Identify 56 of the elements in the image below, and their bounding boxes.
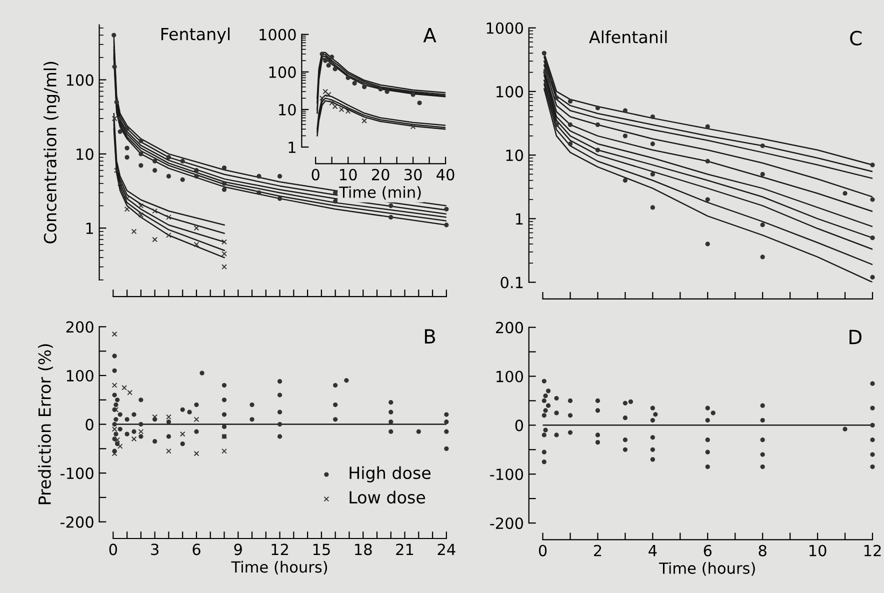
y-tick-label: 100 — [496, 86, 524, 98]
y-tick-label: 1 — [516, 213, 523, 224]
x-axis-title: Time (hours) — [659, 562, 755, 576]
x-tick-label: 18 — [355, 544, 372, 556]
x-tick-label: 6 — [704, 544, 712, 556]
annotation: D — [850, 330, 862, 344]
x-tick-label: 21 — [396, 544, 414, 555]
x-tick-label: 3 — [151, 544, 158, 556]
x-tick-label: 20 — [372, 168, 390, 180]
x-tick-label: 2 — [594, 544, 602, 556]
y-tick-label: 1 — [288, 142, 296, 153]
x-tick-label: 6 — [192, 544, 200, 556]
x-tick-label: 4 — [648, 545, 657, 556]
x-tick-label: 0 — [109, 544, 117, 556]
x-tick-label: 40 — [436, 168, 454, 180]
chart-title: Fentanyl — [161, 27, 230, 44]
y-tick-label: 1000 — [486, 22, 524, 34]
y-tick-label: 1000 — [260, 28, 296, 40]
y-tick-label: 0 — [86, 418, 94, 430]
y-tick-label: 0 — [515, 420, 524, 432]
x-tick-label: 10 — [340, 168, 357, 180]
x-axis-title: Time (hours) — [231, 560, 328, 575]
y-tick-label: 100 — [66, 370, 94, 382]
y-tick-label: 10 — [76, 148, 94, 160]
x-tick-label: 9 — [234, 544, 242, 556]
x-tick-label: 24 — [438, 544, 456, 555]
y-tick-label: 10 — [279, 104, 296, 116]
y-tick-label: 100 — [269, 66, 296, 78]
annotation: C — [850, 30, 862, 46]
chart-title: Alfentanil — [589, 30, 667, 44]
x-tick-label: 12 — [272, 544, 288, 555]
x-tick-label: 8 — [758, 544, 766, 556]
y-tick-label: 100 — [496, 370, 524, 382]
x-tick-label: 0 — [312, 168, 320, 180]
y-axis-title: Concentration (ng/ml) — [44, 62, 60, 244]
x-tick-label: 15 — [313, 544, 330, 556]
annotation: A — [423, 28, 436, 42]
y-tick-label: -100 — [60, 468, 94, 480]
legend-label: High dose — [350, 466, 431, 482]
y-tick-label: 0.1 — [500, 276, 523, 288]
y-tick-label: 10 — [506, 150, 524, 162]
y-tick-label: -200 — [60, 516, 94, 528]
y-axis-title: Prediction Error (%) — [38, 344, 53, 504]
x-tick-label: 30 — [404, 168, 422, 180]
y-tick-label: -200 — [490, 517, 524, 530]
y-tick-label: 200 — [66, 321, 94, 333]
y-tick-label: 200 — [496, 322, 524, 334]
x-tick-label: 0 — [538, 544, 547, 556]
legend-label: Low dose — [350, 490, 426, 504]
annotation: B — [424, 329, 436, 344]
y-tick-label: -100 — [490, 468, 524, 480]
y-tick-label: 100 — [66, 74, 94, 86]
x-axis-title: Time (min) — [339, 186, 421, 200]
x-tick-label: 10 — [810, 544, 826, 556]
x-tick-label: 12 — [864, 544, 881, 556]
y-tick-label: 1 — [86, 222, 93, 234]
